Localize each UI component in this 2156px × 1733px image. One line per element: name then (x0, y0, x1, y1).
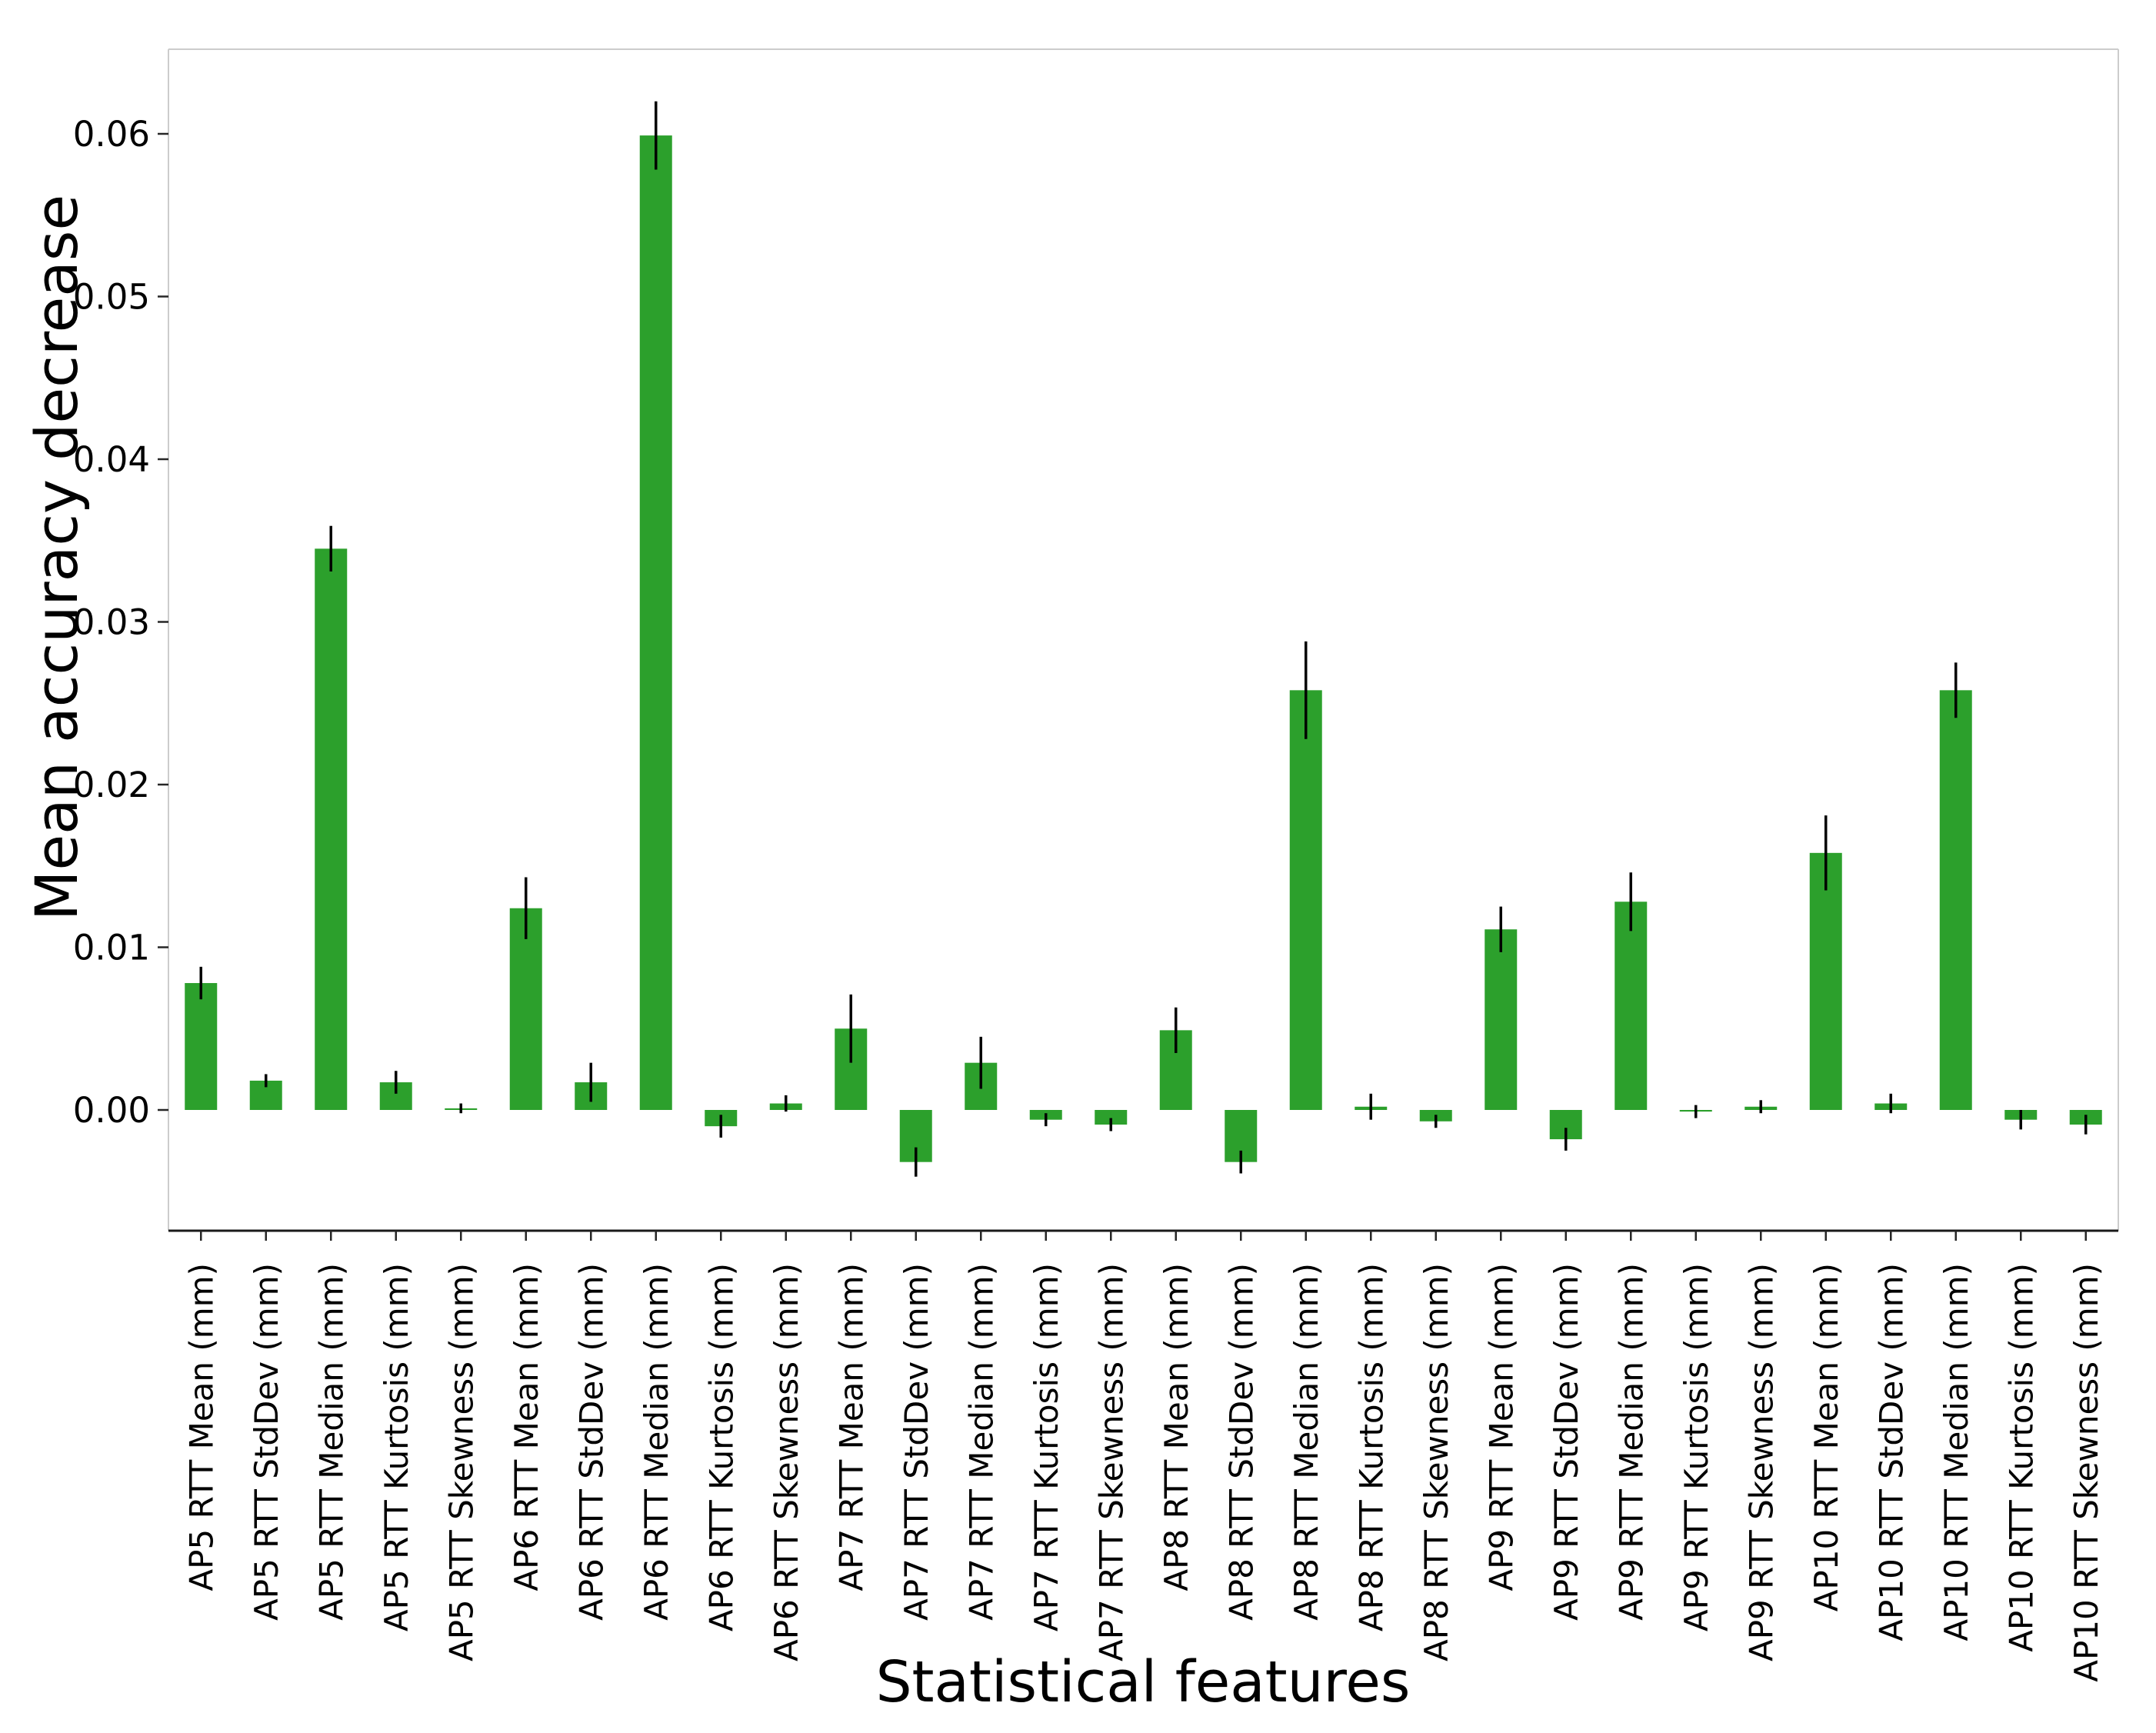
bar (509, 908, 542, 1110)
bar (1939, 690, 1972, 1110)
y-tick-label: 0.02 (73, 765, 150, 805)
x-tick-label: AP7 RTT Skewness (mm) (1092, 1263, 1130, 1661)
x-tick-label: AP10 RTT Kurtosis (mm) (2002, 1263, 2040, 1652)
x-axis-title: Statistical features (876, 1649, 1411, 1715)
x-tick-label: AP8 RTT Median (mm) (1288, 1263, 1325, 1621)
bar (315, 548, 348, 1110)
y-tick-label: 0.00 (73, 1090, 150, 1131)
bar (1615, 901, 1648, 1110)
x-tick-label: AP6 RTT Skewness (mm) (768, 1263, 805, 1661)
bar (1809, 852, 1842, 1110)
x-tick-label: AP9 RTT Skewness (mm) (1742, 1263, 1780, 1661)
x-tick-label: AP5 RTT StdDev (mm) (248, 1263, 285, 1621)
x-tick-label: AP7 RTT Median (mm) (962, 1263, 1000, 1621)
y-tick-label: 0.06 (73, 114, 150, 155)
error-bars (199, 101, 2088, 1177)
bar (185, 983, 218, 1110)
x-tick-label: AP5 RTT Skewness (mm) (442, 1263, 480, 1661)
y-tick-label: 0.03 (73, 602, 150, 642)
x-tick-label: AP9 RTT Kurtosis (mm) (1678, 1263, 1715, 1631)
x-tick-label: AP5 RTT Mean (mm) (182, 1263, 220, 1591)
y-tick-label: 0.01 (73, 927, 150, 968)
bar-series (185, 135, 2102, 1162)
x-tick-label: AP10 RTT Skewness (mm) (2068, 1263, 2105, 1682)
x-tick-label: AP9 RTT Mean (mm) (1482, 1263, 1520, 1591)
x-tick-label: AP8 RTT Mean (mm) (1158, 1263, 1195, 1591)
x-tick-label: AP7 RTT Kurtosis (mm) (1028, 1263, 1065, 1631)
x-tick-label: AP6 RTT Median (mm) (638, 1263, 675, 1621)
x-tick-label: AP5 RTT Kurtosis (mm) (378, 1263, 415, 1631)
x-tick-label: AP6 RTT StdDev (mm) (572, 1263, 610, 1621)
bar (1289, 690, 1322, 1110)
x-tick-label: AP8 RTT StdDev (mm) (1222, 1263, 1260, 1621)
bar (1485, 929, 1518, 1110)
bar (1095, 1110, 1128, 1125)
x-tick-label: AP5 RTT Median (mm) (312, 1263, 350, 1621)
y-tick-label: 0.04 (73, 439, 150, 480)
x-tick-label: AP8 RTT Skewness (mm) (1418, 1263, 1455, 1661)
x-tick-label: AP10 RTT Median (mm) (1938, 1263, 1975, 1641)
x-tick-label: AP6 RTT Kurtosis (mm) (702, 1263, 740, 1631)
x-axis-ticks: AP5 RTT Mean (mm) AP5 RTT StdDev (mm) AP5 … (182, 1231, 2105, 1682)
x-tick-label: AP10 RTT StdDev (mm) (1872, 1263, 1910, 1641)
x-tick-label: AP10 RTT Mean (mm) (1808, 1263, 1845, 1611)
plot-spines (168, 48, 2119, 1232)
x-tick-label: AP8 RTT Kurtosis (mm) (1352, 1263, 1390, 1631)
x-tick-label: AP7 RTT StdDev (mm) (898, 1263, 935, 1621)
x-tick-label: AP9 RTT Median (mm) (1612, 1263, 1650, 1621)
bar (639, 135, 672, 1111)
x-tick-label: AP9 RTT StdDev (mm) (1548, 1263, 1585, 1621)
y-tick-label: 0.05 (73, 276, 150, 317)
y-axis-ticks: 0.00 0.01 0.02 0.03 0.04 0.05 0.06 (73, 114, 168, 1131)
x-tick-label: AP7 RTT Mean (mm) (832, 1263, 870, 1591)
y-axis-title: Mean accuracy decrease (22, 195, 91, 921)
x-tick-label: AP6 RTT Mean (mm) (508, 1263, 545, 1591)
